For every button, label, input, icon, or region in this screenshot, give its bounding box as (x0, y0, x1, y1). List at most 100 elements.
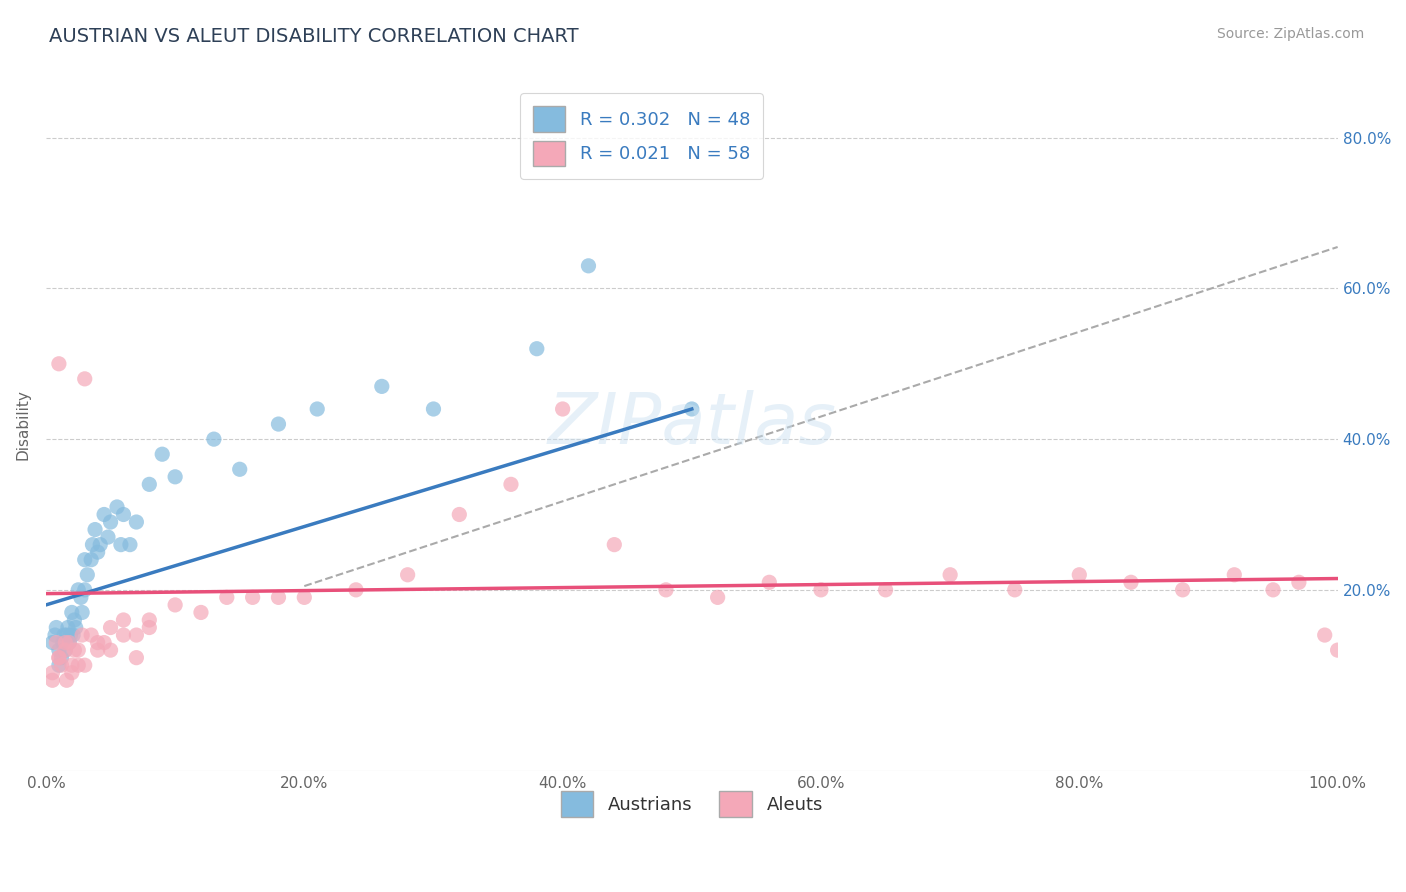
Point (202, 432, 225, 446)
Point (70, 606, 93, 620)
Point (875, 582, 897, 597)
Point (70, 591, 93, 605)
Point (86, 635, 108, 649)
Point (58, 635, 80, 649)
Point (939, 567, 962, 582)
Text: Source: ZipAtlas.com: Source: ZipAtlas.com (1216, 27, 1364, 41)
Point (190, 606, 212, 620)
Point (396, 567, 419, 582)
Point (112, 613, 135, 627)
Point (86, 545, 108, 559)
Point (52, 635, 75, 649)
Point (810, 582, 832, 597)
Point (76, 567, 98, 582)
Point (603, 538, 626, 552)
Point (165, 598, 187, 612)
Point (51, 650, 73, 665)
Point (371, 379, 394, 393)
Point (1223, 567, 1246, 582)
Point (80, 628, 103, 642)
Text: AUSTRIAN VS ALEUT DISABILITY CORRELATION CHART: AUSTRIAN VS ALEUT DISABILITY CORRELATION… (49, 27, 579, 45)
Point (60, 658, 83, 673)
Point (499, 477, 522, 491)
Point (100, 643, 122, 657)
Point (58, 635, 80, 649)
Point (118, 538, 141, 552)
Point (125, 515, 148, 529)
Point (48, 650, 70, 665)
Point (449, 508, 471, 522)
Point (267, 591, 290, 605)
Point (53, 643, 76, 657)
Point (215, 591, 238, 605)
Point (48, 357, 70, 371)
Y-axis label: Disability: Disability (15, 389, 30, 459)
Point (53, 628, 76, 642)
Point (526, 342, 548, 356)
Point (60, 606, 83, 620)
Point (125, 650, 148, 665)
Point (41, 665, 63, 680)
Point (228, 462, 250, 476)
Point (150, 447, 173, 461)
Point (48, 643, 70, 657)
Point (307, 402, 329, 417)
Point (551, 402, 574, 417)
Point (138, 477, 160, 491)
Point (62, 628, 84, 642)
Point (73, 372, 96, 386)
Point (63, 643, 86, 657)
Point (1171, 582, 1194, 597)
Point (73, 552, 96, 566)
Point (110, 538, 132, 552)
Point (41, 673, 63, 688)
Point (1288, 575, 1310, 590)
Point (82, 538, 104, 552)
Point (80, 552, 103, 566)
Point (63, 613, 86, 627)
Point (48, 650, 70, 665)
Point (41, 635, 63, 649)
Point (55, 628, 77, 642)
Point (67, 643, 90, 657)
Point (97, 530, 120, 544)
Point (292, 591, 315, 605)
Point (53, 635, 76, 649)
Point (112, 628, 135, 642)
Point (51, 658, 73, 673)
Point (45, 620, 67, 634)
Point (655, 582, 678, 597)
Point (73, 582, 96, 597)
Point (112, 508, 135, 522)
Point (242, 591, 264, 605)
Point (73, 658, 96, 673)
Point (125, 628, 148, 642)
Point (758, 575, 780, 590)
Point (89, 538, 111, 552)
Text: ZIPatlas: ZIPatlas (547, 390, 837, 458)
Point (100, 515, 122, 529)
Point (55, 673, 77, 688)
Point (93, 508, 115, 522)
Point (422, 402, 444, 417)
Point (86, 643, 108, 657)
Point (67, 582, 90, 597)
Point (344, 582, 367, 597)
Point (1119, 575, 1142, 590)
Point (1004, 582, 1026, 597)
Point (44, 628, 66, 642)
Point (681, 402, 703, 417)
Point (70, 628, 93, 642)
Point (48, 658, 70, 673)
Legend: Austrians, Aleuts: Austrians, Aleuts (554, 784, 830, 824)
Point (165, 470, 187, 484)
Point (67, 658, 90, 673)
Point (1261, 582, 1284, 597)
Point (45, 635, 67, 649)
Point (138, 613, 160, 627)
Point (1313, 628, 1336, 642)
Point (100, 620, 122, 634)
Point (706, 591, 728, 605)
Point (53, 643, 76, 657)
Point (84, 523, 107, 537)
